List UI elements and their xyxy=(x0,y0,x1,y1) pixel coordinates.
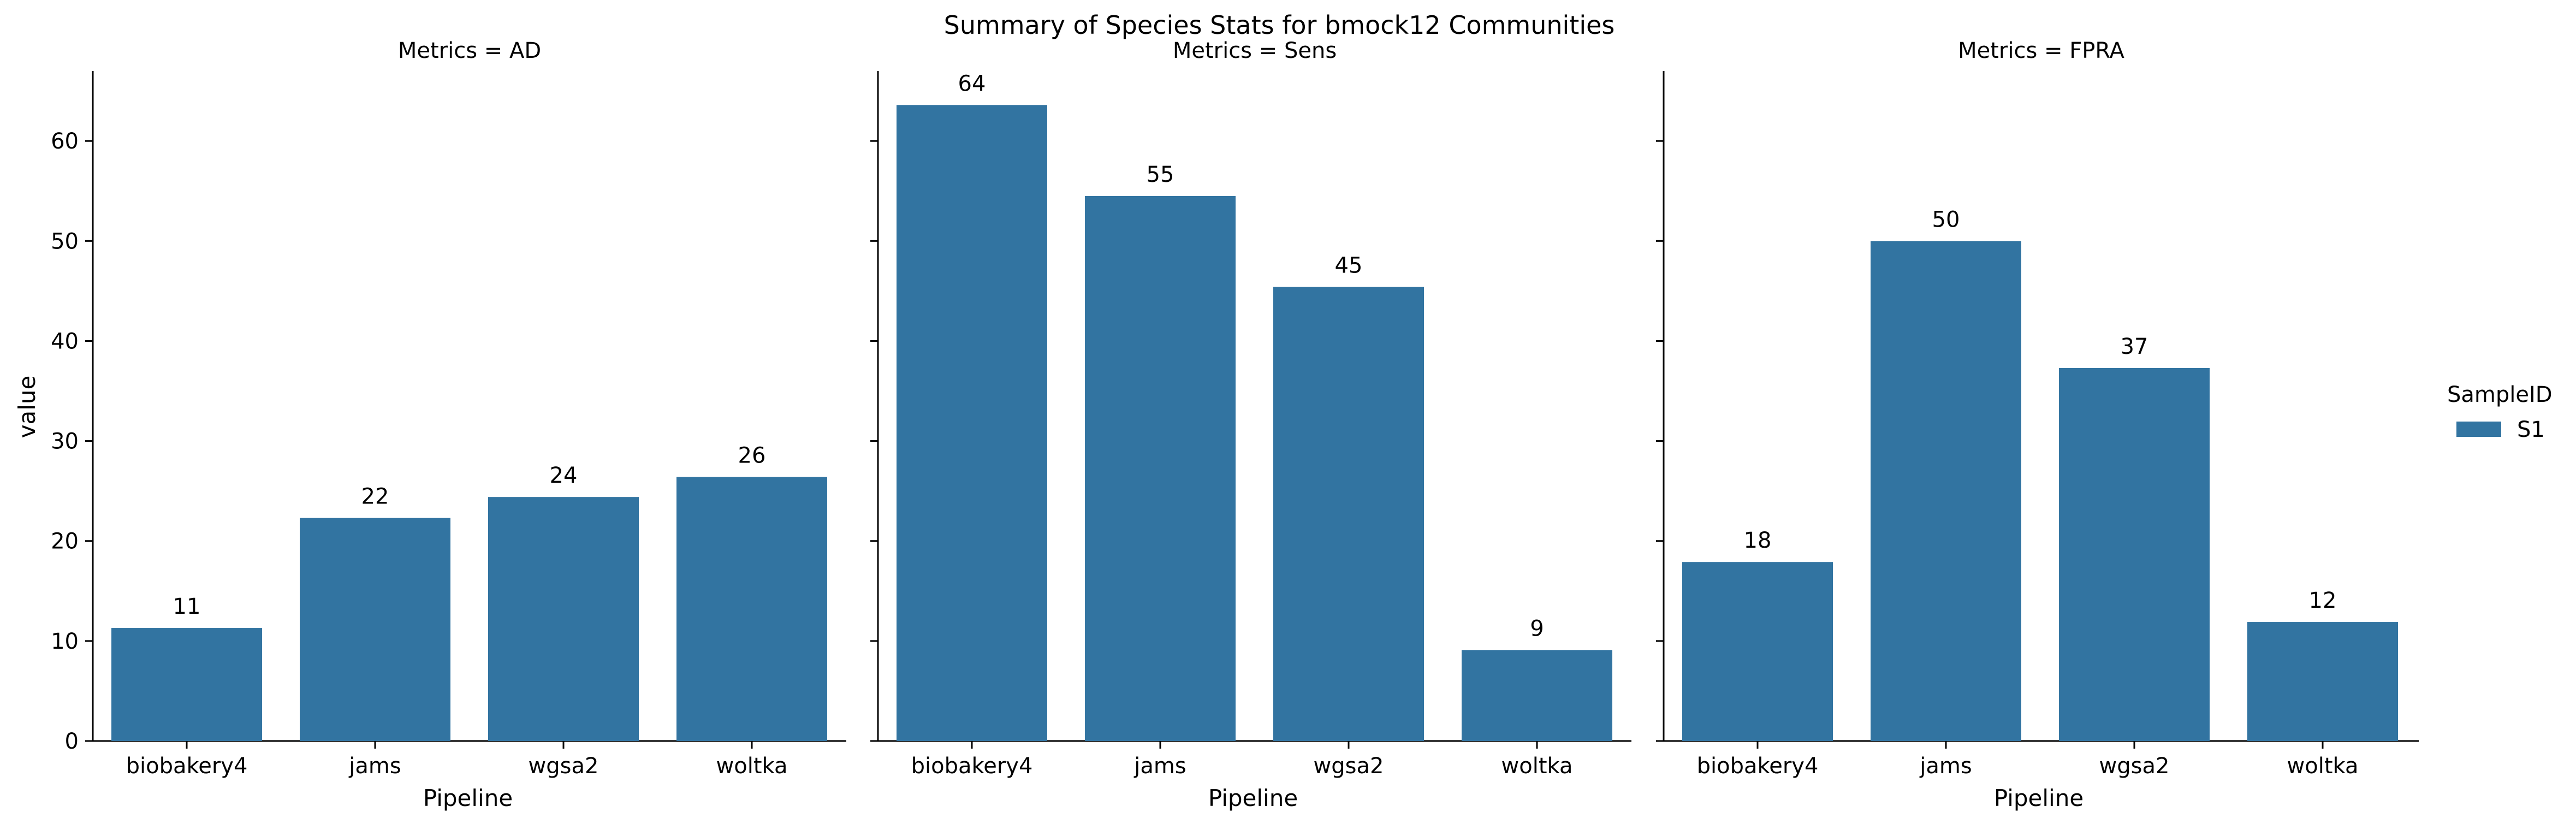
panels: Metrics = AD 0 10 20 30 40 50 60 11 biobakery4 22 j… xyxy=(14,38,2419,811)
bar-value-label: 12 xyxy=(2309,588,2337,613)
bar-jams xyxy=(1871,241,2021,741)
bar-jams xyxy=(300,518,450,741)
x-tick-label: woltka xyxy=(1501,754,1573,779)
x-tick-label: jams xyxy=(1133,754,1186,779)
panel-title: Metrics = Sens xyxy=(1173,38,1337,63)
y-tick-label: 30 xyxy=(51,429,79,454)
x-tick-label: jams xyxy=(348,754,401,779)
y-tick-label: 20 xyxy=(51,529,79,554)
y-tick-label: 40 xyxy=(51,329,79,354)
facet-panel-0: Metrics = AD 0 10 20 30 40 50 60 11 biobakery4 22 j… xyxy=(51,38,846,811)
bar-woltka xyxy=(676,477,827,741)
chart-title: Summary of Species Stats for bmock12 Com… xyxy=(944,10,1615,40)
y-tick-label: 50 xyxy=(51,229,79,254)
bar-value-label: 64 xyxy=(958,71,986,96)
x-tick-label: biobakery4 xyxy=(1697,754,1819,779)
bar-value-label: 9 xyxy=(1530,616,1544,641)
bar-jams xyxy=(1085,195,1236,741)
bar-biobakery4 xyxy=(1682,562,1833,741)
bar-value-label: 55 xyxy=(1147,162,1174,187)
y-tick-label: 0 xyxy=(65,729,79,754)
bar-value-label: 11 xyxy=(173,594,201,619)
x-tick-label: wgsa2 xyxy=(1314,754,1384,779)
x-tick-label: biobakery4 xyxy=(126,754,248,779)
x-tick-label: biobakery4 xyxy=(911,754,1033,779)
x-axis-label: Pipeline xyxy=(423,785,513,811)
x-axis-label: Pipeline xyxy=(1208,785,1298,811)
bar-wgsa2 xyxy=(2059,367,2210,741)
facet-panel-1: Metrics = Sens 64 biobakery4 55 jams 45 wgsa2 9… xyxy=(870,38,1631,811)
x-tick-label: wgsa2 xyxy=(529,754,599,779)
bar-biobakery4 xyxy=(897,105,1047,742)
bar-value-label: 24 xyxy=(550,463,578,488)
bar-value-label: 26 xyxy=(738,443,766,469)
facet-panel-2: Metrics = FPRA 18 biobakery4 50 jams 37 wgsa2 1… xyxy=(1656,38,2419,811)
bar-woltka xyxy=(1462,650,1612,741)
bar-wgsa2 xyxy=(1273,287,1424,741)
bar-value-label: 18 xyxy=(1744,528,1772,553)
y-axis-label: value xyxy=(14,376,40,438)
legend-title: SampleID xyxy=(2447,382,2553,407)
bar-value-label: 50 xyxy=(1932,207,1960,232)
y-tick-label: 60 xyxy=(51,129,79,154)
bar-wgsa2 xyxy=(488,497,639,741)
bar-value-label: 45 xyxy=(1335,253,1363,278)
x-axis-label: Pipeline xyxy=(1994,785,2084,811)
panel-title: Metrics = AD xyxy=(398,38,541,63)
bar-value-label: 22 xyxy=(361,484,389,509)
bar-value-label: 37 xyxy=(2121,334,2148,359)
x-tick-label: woltka xyxy=(716,754,788,779)
y-tick-label: 10 xyxy=(51,629,79,654)
legend-label: S1 xyxy=(2517,417,2545,442)
bar-biobakery4 xyxy=(111,628,262,741)
bar-woltka xyxy=(2247,622,2398,741)
panel-title: Metrics = FPRA xyxy=(1958,38,2124,63)
legend-swatch xyxy=(2456,422,2501,437)
legend: SampleID S1 xyxy=(2447,382,2553,442)
x-tick-label: wgsa2 xyxy=(2099,754,2170,779)
x-tick-label: jams xyxy=(1919,754,1972,779)
x-tick-label: woltka xyxy=(2287,754,2359,779)
